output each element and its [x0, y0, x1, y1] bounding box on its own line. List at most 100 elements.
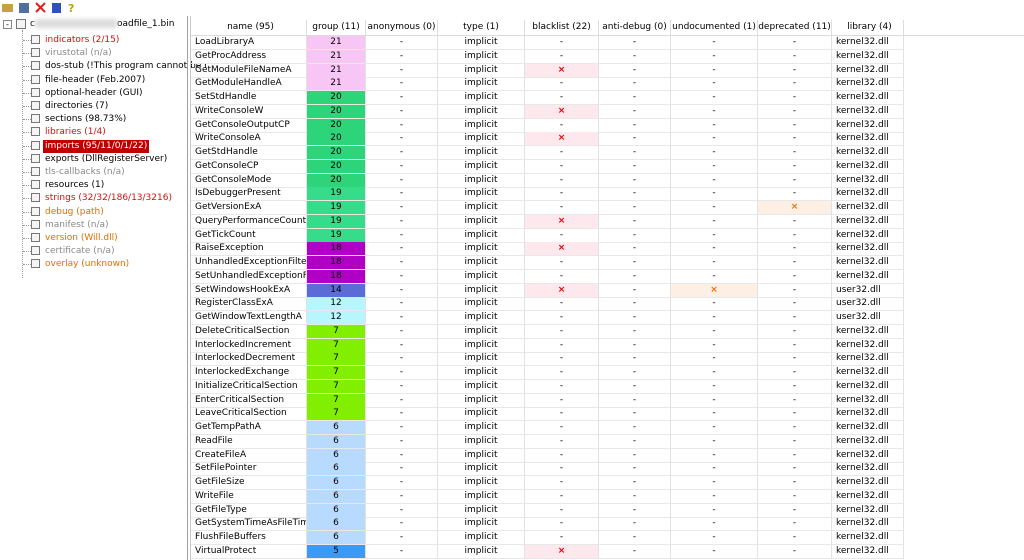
anonymous-cell: -	[366, 77, 438, 92]
type-cell: implicit	[438, 379, 525, 394]
library-cell: kernel32.dll	[832, 104, 904, 119]
undocumented-cell: -	[671, 132, 758, 147]
library-cell: kernel32.dll	[832, 544, 904, 559]
tree-connector	[23, 132, 31, 134]
tree-item[interactable]: sections (98.73%)	[45, 114, 127, 125]
tree-item[interactable]: resources (1)	[45, 180, 105, 191]
type-cell: implicit	[438, 49, 525, 64]
deprecated-cell: -	[758, 256, 832, 270]
deprecated-cell: -	[758, 297, 832, 312]
type-cell: implicit	[438, 544, 525, 559]
name-cell: GetVersionExA	[191, 201, 307, 215]
tree-item[interactable]: indicators (2/15)	[45, 35, 120, 45]
type-cell: implicit	[438, 159, 525, 174]
group-cell: 20	[307, 173, 366, 188]
tree-item[interactable]: tls-callbacks (n/a)	[45, 167, 125, 177]
tree-icon	[31, 167, 40, 176]
name-cell: FlushFileBuffers	[191, 531, 307, 545]
undocumented-cell: -	[671, 503, 758, 518]
tree-item[interactable]: optional-header (GUI)	[45, 87, 143, 98]
anonymous-cell: -	[366, 269, 438, 284]
tree-root[interactable]: c oadfile_1.bin	[28, 18, 176, 31]
blacklist-cell: -	[525, 407, 599, 422]
open-icon[interactable]	[2, 4, 13, 12]
blacklist-cell: -	[525, 201, 599, 215]
tree-item[interactable]: virustotal (n/a)	[45, 48, 112, 59]
undocumented-cell: -	[671, 77, 758, 92]
header-filler	[904, 20, 1024, 36]
deprecated-cell: -	[758, 517, 832, 532]
anonymous-cell: -	[366, 49, 438, 64]
blacklist-cell: ×	[525, 544, 599, 559]
undocumented-cell: -	[671, 448, 758, 463]
type-cell: implicit	[438, 214, 525, 229]
tree-item[interactable]: libraries (1/4)	[45, 127, 106, 138]
name-cell: RegisterClassExA	[191, 297, 307, 312]
close-icon[interactable]	[35, 2, 46, 13]
tree-item[interactable]: strings (32/32/186/13/3216)	[45, 193, 172, 204]
anti-debug-cell: -	[599, 544, 671, 559]
blacklist-cell: ×	[525, 132, 599, 147]
collapse-toggle[interactable]: -	[3, 20, 12, 29]
anonymous-cell: -	[366, 462, 438, 477]
deprecated-cell: -	[758, 269, 832, 284]
tree-item[interactable]: directories (7)	[45, 101, 109, 111]
group-cell: 21	[307, 49, 366, 64]
blacklist-cell: -	[525, 118, 599, 133]
column-header[interactable]: library (4)	[832, 20, 904, 36]
tree-icon	[31, 193, 40, 203]
tree-item[interactable]: manifest (n/a)	[45, 219, 109, 230]
deprecated-cell: -	[758, 489, 832, 504]
group-cell: 19	[307, 228, 366, 243]
deprecated-cell: -	[758, 324, 832, 339]
type-cell: implicit	[438, 173, 525, 188]
tree-item[interactable]: overlay (unknown)	[45, 259, 130, 270]
column-header[interactable]: type (1)	[438, 20, 525, 36]
anonymous-cell: -	[366, 187, 438, 202]
column-header[interactable]: undocumented (1)	[671, 20, 758, 36]
name-cell: IsDebuggerPresent	[191, 187, 307, 202]
undocumented-cell: -	[671, 173, 758, 188]
type-cell: implicit	[438, 434, 525, 449]
tree-icon	[31, 61, 40, 71]
column-header[interactable]: deprecated (11)	[758, 20, 832, 36]
column-header[interactable]: group (11)	[307, 20, 366, 36]
tree-item[interactable]: certificate (n/a)	[45, 246, 115, 257]
help-icon[interactable]: ?	[68, 2, 74, 15]
name-cell: LoadLibraryA	[191, 36, 307, 50]
anti-debug-cell: -	[599, 269, 671, 284]
tree-item[interactable]: imports (95/11/0/1/22)	[43, 139, 150, 153]
blacklist-cell: -	[525, 159, 599, 174]
group-cell: 6	[307, 503, 366, 518]
library-cell: kernel32.dll	[832, 531, 904, 545]
tree-item[interactable]: debug (path)	[45, 206, 104, 217]
anti-debug-cell: -	[599, 462, 671, 477]
name-cell: GetProcAddress	[191, 49, 307, 64]
library-cell: user32.dll	[832, 297, 904, 312]
save-icon[interactable]	[19, 3, 29, 13]
tree-item[interactable]: dos-stub (!This program cannot be r	[45, 61, 208, 72]
tree-item[interactable]: version (Will.dll)	[45, 233, 118, 243]
anti-debug-cell: -	[599, 338, 671, 353]
tree-item[interactable]: file-header (Feb.2007)	[45, 74, 146, 85]
tree-item[interactable]: exports (DllRegisterServer)	[45, 153, 168, 164]
column-header[interactable]: anti-debug (0)	[599, 20, 671, 36]
column-header[interactable]: blacklist (22)	[525, 20, 599, 36]
tree-icon	[31, 140, 40, 150]
anti-debug-cell: -	[599, 118, 671, 133]
undocumented-cell: -	[671, 324, 758, 339]
column-header[interactable]: name (95)	[191, 20, 307, 36]
tree-connector	[23, 211, 31, 213]
anti-debug-cell: -	[599, 297, 671, 312]
anonymous-cell: -	[366, 256, 438, 270]
tree-icon	[31, 74, 40, 84]
tree-connector	[23, 251, 31, 253]
list-icon[interactable]	[52, 3, 61, 13]
group-cell: 5	[307, 544, 366, 559]
group-cell: 6	[307, 462, 366, 477]
deprecated-cell: -	[758, 531, 832, 545]
name-cell: GetModuleFileNameA	[191, 63, 307, 78]
library-cell: kernel32.dll	[832, 36, 904, 50]
tree-icon	[31, 101, 40, 110]
column-header[interactable]: anonymous (0)	[366, 20, 438, 36]
